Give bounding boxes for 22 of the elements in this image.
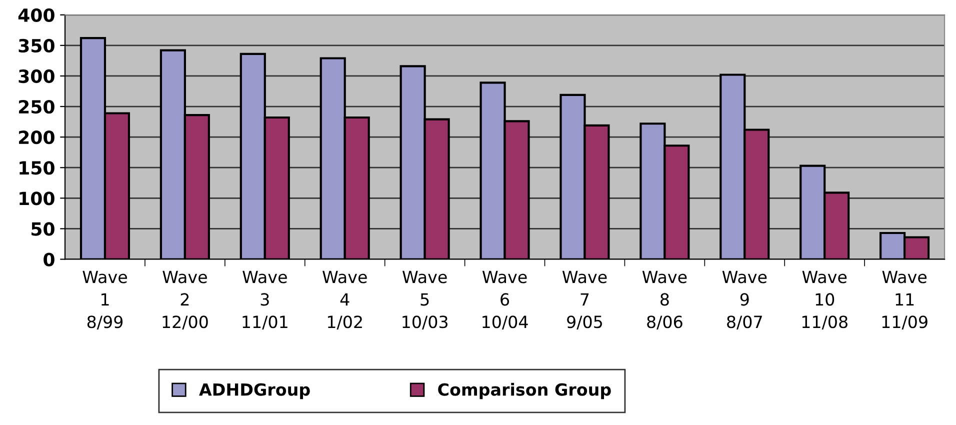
- y-tick-label: 0: [44, 252, 54, 266]
- y-tick-label: 100: [20, 192, 54, 206]
- y-tick-label: 400: [18, 8, 54, 22]
- legend-label: Comparison Group: [438, 382, 611, 400]
- x-tick-label: Wave 9 8/07: [722, 270, 767, 330]
- x-tick-label: Wave 8 8/06: [642, 270, 687, 330]
- y-tick-label: 250: [19, 100, 54, 114]
- x-tick-label: Wave 10 11/08: [802, 270, 848, 330]
- x-tick-label: Wave 7 9/05: [562, 270, 607, 330]
- y-tick-label: 300: [18, 69, 54, 84]
- x-tick-label: Wave 3 11/01: [242, 270, 288, 330]
- y-tick-label: 50: [32, 222, 54, 236]
- x-tick-label: Wave 5 10/03: [402, 270, 448, 330]
- y-tick-label: 150: [20, 161, 54, 175]
- x-tick-label: Wave 1 8/99: [82, 270, 127, 330]
- y-tick-label: 200: [19, 130, 54, 144]
- legend-label: ADHDGroup: [199, 383, 310, 400]
- y-tick-label: 350: [18, 38, 54, 53]
- x-tick-label: Wave 4 1/02: [322, 270, 367, 330]
- x-tick-label: Wave 2 12/00: [162, 270, 208, 330]
- x-tick-label: Wave 6 10/04: [482, 270, 528, 330]
- x-tick-label: Wave 11 11/09: [882, 270, 928, 330]
